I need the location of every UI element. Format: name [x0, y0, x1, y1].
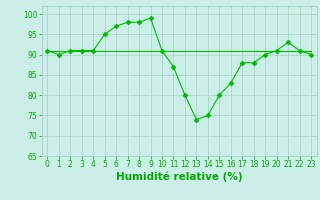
X-axis label: Humidité relative (%): Humidité relative (%) [116, 172, 243, 182]
